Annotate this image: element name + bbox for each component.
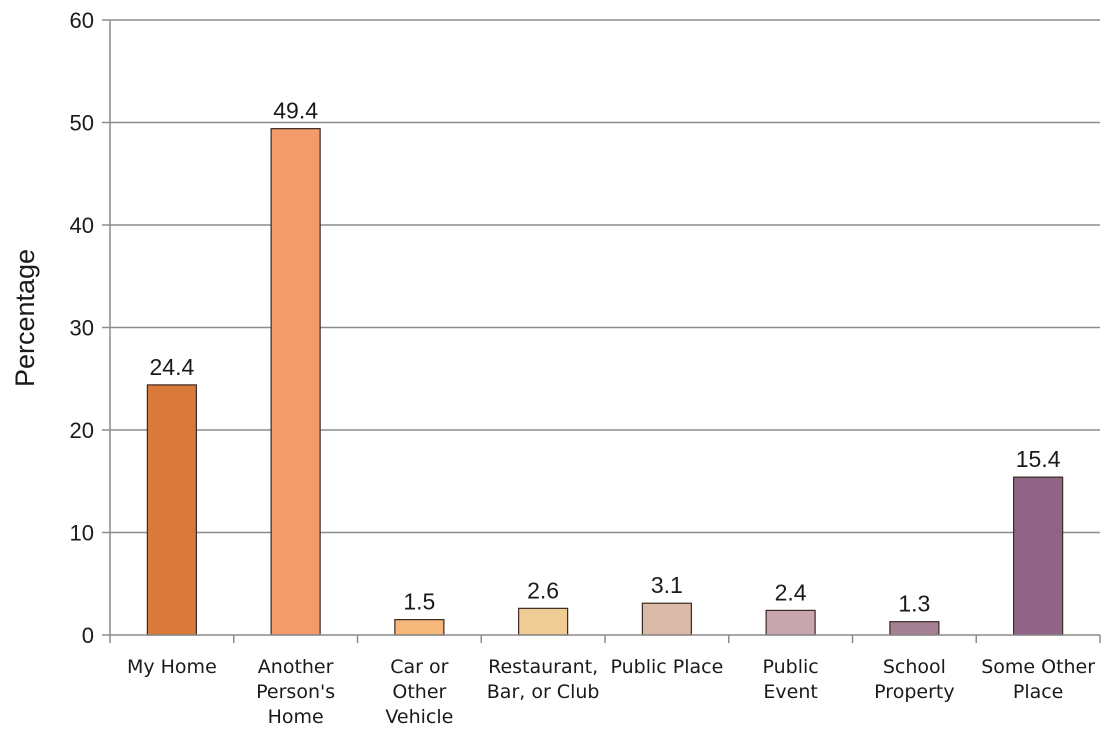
x-category-label: Property (874, 681, 954, 703)
bar (518, 607, 569, 636)
x-category-label: Another (258, 656, 334, 678)
bar (146, 384, 197, 636)
x-category-label: Person's (256, 681, 335, 703)
bars: 24.4 49.4 1.5 2.6 3.1 2.4 1.3 15.4 (146, 98, 1064, 636)
x-category-label: Other (392, 681, 446, 703)
x-category-label: Car or (390, 656, 448, 678)
bar (394, 619, 445, 636)
x-category-label: Event (763, 681, 817, 703)
x-category-label: My Home (127, 656, 217, 678)
data-label: 24.4 (149, 354, 194, 380)
y-tick-label: 10 (70, 521, 94, 546)
bar (765, 609, 816, 636)
x-category-label: Public (763, 656, 819, 678)
bar (270, 128, 321, 636)
x-category-label: Restaurant, (488, 656, 598, 678)
y-tick-label: 60 (70, 8, 94, 33)
y-tick-label: 0 (82, 623, 94, 648)
x-category-label: Vehicle (385, 706, 453, 728)
y-tick-label: 30 (70, 316, 94, 341)
data-label: 1.3 (898, 591, 930, 617)
x-category-label: Bar, or Club (487, 681, 600, 703)
x-category-label: Place (1013, 681, 1064, 703)
y-axis-title: Percentage (10, 249, 40, 387)
data-label: 2.4 (775, 579, 807, 605)
data-label: 49.4 (273, 98, 318, 124)
y-tick-label: 50 (70, 111, 94, 136)
data-label: 2.6 (527, 577, 559, 603)
bar (889, 621, 940, 636)
data-label: 1.5 (403, 589, 435, 615)
data-label: 15.4 (1016, 446, 1061, 472)
x-axis-labels: My Home Another Person's Home Car or Other Veh… (127, 656, 1095, 728)
bar (641, 602, 692, 636)
x-category-label: Public Place (610, 656, 723, 678)
axes (109, 20, 1101, 643)
data-label: 3.1 (651, 572, 683, 598)
x-category-label: Home (268, 706, 324, 728)
bar (1013, 476, 1064, 636)
gridlines (110, 19, 1100, 534)
y-axis-ticks: 0 10 20 30 40 50 60 (70, 8, 110, 648)
x-category-label: School (883, 656, 946, 678)
x-category-label: Some Other (981, 656, 1095, 678)
y-tick-label: 20 (70, 418, 94, 443)
y-tick-label: 40 (70, 213, 94, 238)
